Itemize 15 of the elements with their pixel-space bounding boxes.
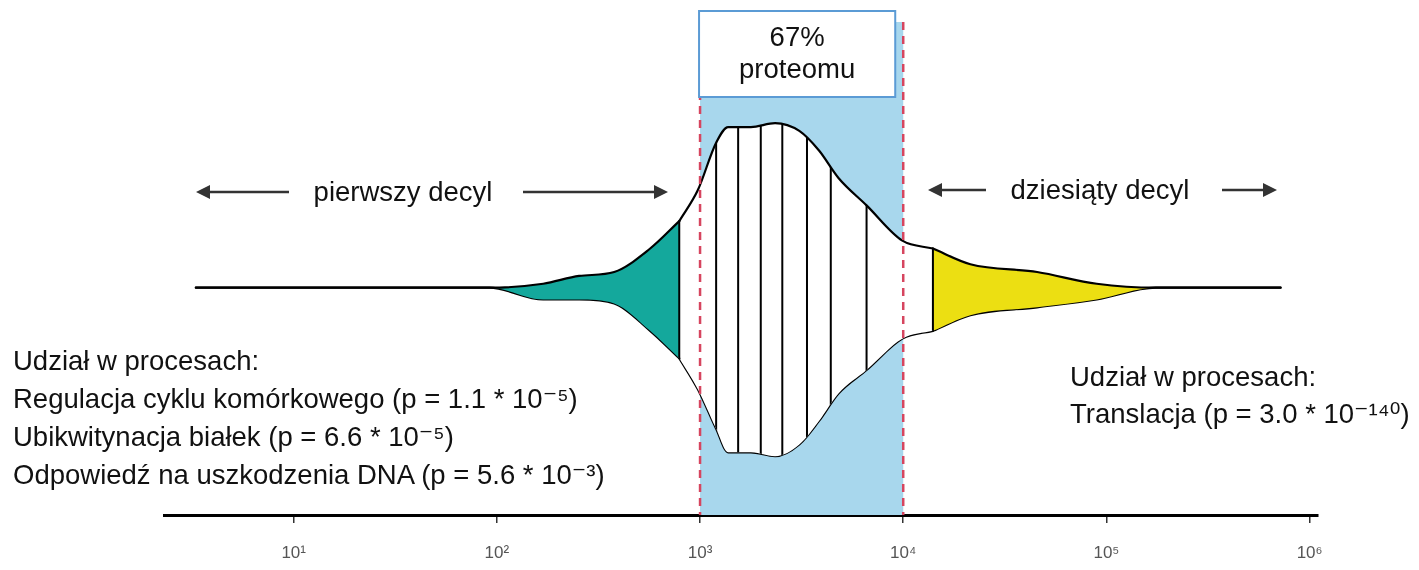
x-tick-label: 10⁵ — [1093, 542, 1120, 562]
annotation: Udział w procesach: — [13, 344, 260, 378]
annotation: Odpowiedź na uszkodzenia DNA (p = 5.6 * 10⁻³) — [13, 458, 605, 492]
x-tick-label: 10⁶ — [1296, 542, 1323, 562]
annotation: Regulacja cyklu komórkowego (p = 1.1 * 10⁻⁵) — [13, 382, 578, 416]
x-tick-label: 10³ — [687, 542, 713, 562]
annotation: Udział w procesach: — [1070, 360, 1317, 394]
annotation: Ubikwitynacja białek (p = 6.6 * 10⁻⁵) — [13, 420, 454, 454]
x-tick-label: 10² — [484, 542, 510, 562]
x-tick-label: 10⁴ — [890, 542, 917, 562]
x-tick-label: 10¹ — [281, 542, 307, 562]
annotation: Translacja (p = 3.0 * 10⁻¹⁴⁰) — [1070, 397, 1410, 431]
band-label: 67% proteomu — [739, 20, 856, 84]
annotation: dziesiąty decyl — [1010, 173, 1190, 207]
annotation: pierwszy decyl — [313, 175, 493, 209]
